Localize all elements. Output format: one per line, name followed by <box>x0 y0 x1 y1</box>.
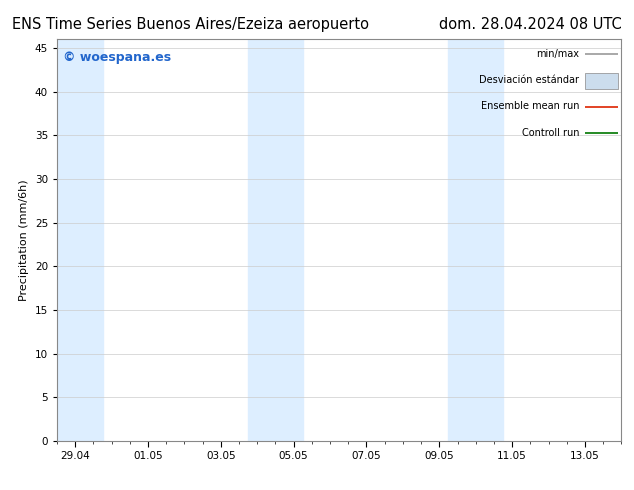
Bar <box>248 39 303 441</box>
Point <box>87 431 95 437</box>
Text: dom. 28.04.2024 08 UTC: dom. 28.04.2024 08 UTC <box>439 17 621 32</box>
FancyBboxPatch shape <box>585 73 619 89</box>
Point <box>89 430 97 436</box>
Bar <box>48 39 103 441</box>
Text: Controll run: Controll run <box>522 127 579 138</box>
Point <box>89 431 97 437</box>
Text: min/max: min/max <box>536 49 579 59</box>
Text: © woespana.es: © woespana.es <box>63 51 171 64</box>
Point <box>89 431 97 437</box>
Point <box>87 430 95 436</box>
Bar <box>448 39 503 441</box>
Y-axis label: Precipitation (mm/6h): Precipitation (mm/6h) <box>19 179 29 301</box>
Point <box>87 431 95 437</box>
Text: ENS Time Series Buenos Aires/Ezeiza aeropuerto: ENS Time Series Buenos Aires/Ezeiza aero… <box>11 17 369 32</box>
Text: Ensemble mean run: Ensemble mean run <box>481 101 579 112</box>
Text: Desviación estándar: Desviación estándar <box>479 75 579 85</box>
